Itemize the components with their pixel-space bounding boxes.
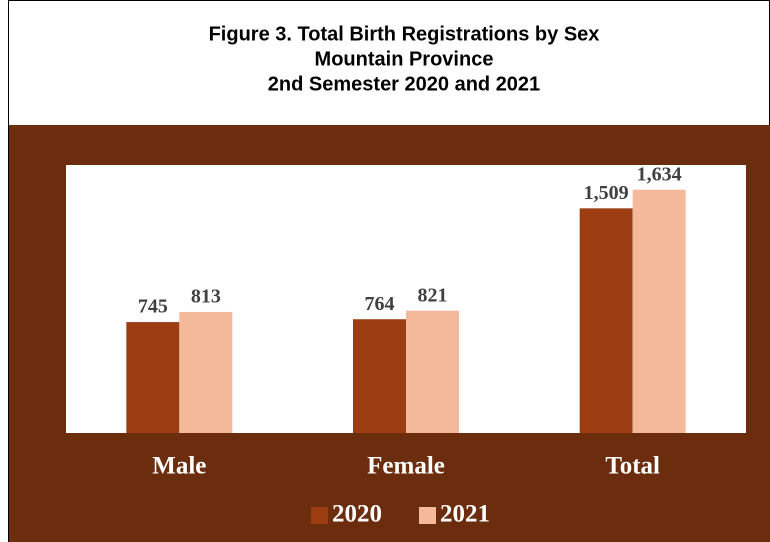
x-tick-label: Female bbox=[367, 453, 445, 480]
data-label: 1,634 bbox=[637, 163, 682, 185]
bar bbox=[579, 208, 633, 433]
x-tick-label: Male bbox=[152, 453, 206, 480]
legend-label: 2020 bbox=[332, 501, 382, 528]
x-tick-label: Total bbox=[605, 453, 660, 480]
bar bbox=[179, 311, 233, 433]
data-label: 821 bbox=[418, 284, 448, 306]
bar bbox=[126, 322, 180, 433]
bar bbox=[353, 319, 406, 433]
legend-swatch bbox=[311, 507, 328, 524]
title-box bbox=[8, 0, 770, 126]
data-label: 745 bbox=[138, 296, 168, 318]
legend-label: 2021 bbox=[440, 501, 490, 528]
chart-title: 2nd Semester 2020 and 2021 bbox=[268, 73, 540, 95]
data-label: 1,509 bbox=[584, 182, 629, 204]
chart-title: Figure 3. Total Birth Registrations by S… bbox=[209, 23, 600, 45]
chart-title: Mountain Province bbox=[315, 48, 494, 70]
data-label: 813 bbox=[191, 286, 221, 308]
data-label: 764 bbox=[365, 293, 395, 315]
legend-swatch bbox=[419, 507, 436, 524]
bar bbox=[632, 189, 686, 433]
bar bbox=[406, 310, 459, 433]
